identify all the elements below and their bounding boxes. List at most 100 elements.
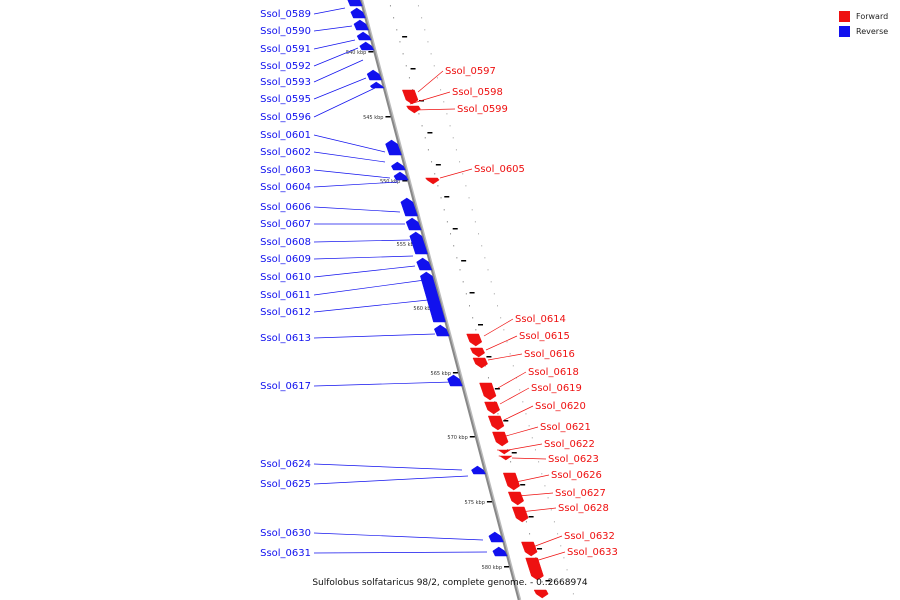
kbp-tick [368, 51, 374, 53]
reverse-gene-leader [313, 47, 359, 67]
guide-dot [547, 497, 549, 499]
guide-dot [402, 53, 404, 55]
guide-dot [437, 185, 439, 187]
reverse-gene-leader [313, 381, 453, 387]
reverse-gene [347, 0, 363, 7]
reverse-gene [471, 465, 486, 475]
guide-dot [446, 221, 448, 223]
kbp-label: 555 kbp [397, 242, 417, 248]
forward-gene [487, 415, 505, 431]
guide-dot [560, 545, 562, 547]
guide-dot [493, 293, 495, 295]
reverse-gene-label: Ssol_0606 [260, 202, 311, 213]
reverse-gene-label: Ssol_0610 [260, 272, 311, 283]
reverse-gene-leader [313, 532, 484, 541]
reverse-gene-label: Ssol_0595 [260, 94, 311, 105]
forward-gene-leader [485, 335, 518, 351]
forward-gene-label: Ssol_0615 [519, 331, 570, 342]
forward-gene-label: Ssol_0597 [445, 66, 496, 77]
reverse-gene [390, 161, 406, 171]
reverse-gene-leader [313, 7, 346, 15]
reverse-gene [420, 271, 446, 323]
tick-mark [520, 484, 526, 486]
reverse-gene-leader [313, 39, 356, 50]
guide-dot [453, 245, 455, 247]
forward-gene [425, 177, 440, 185]
guide-dot [525, 413, 527, 415]
guide-dot [456, 257, 458, 259]
reverse-gene [409, 231, 428, 255]
forward-gene-leader [439, 168, 473, 179]
guide-dot [566, 569, 568, 571]
tick-mark [402, 36, 408, 38]
reverse-gene [350, 7, 366, 19]
guide-dot [450, 233, 452, 235]
reverse-gene [369, 81, 385, 89]
tick-mark [469, 292, 475, 294]
forward-gene [492, 431, 509, 447]
reverse-gene-label: Ssol_0591 [260, 44, 311, 55]
guide-dot [478, 233, 480, 235]
guide-dot [572, 593, 574, 595]
reverse-gene-label: Ssol_0609 [260, 254, 311, 265]
reverse-gene-label: Ssol_0593 [260, 77, 311, 88]
forward-gene-leader [515, 474, 550, 483]
reverse-gene-leader [313, 255, 414, 260]
reverse-gene-label: Ssol_0612 [260, 307, 311, 318]
forward-gene-label: Ssol_0621 [540, 422, 591, 433]
guide-dot [550, 509, 552, 511]
reverse-gene-leader [313, 77, 367, 100]
kbp-label: 560 kbp [413, 306, 433, 312]
forward-gene-leader [503, 405, 534, 421]
forward-gene-leader [483, 318, 514, 337]
reverse-gene [405, 217, 422, 231]
tick-mark [511, 452, 517, 454]
guide-dot [465, 293, 467, 295]
forward-gene-leader [529, 535, 563, 549]
reverse-gene-label: Ssol_0596 [260, 112, 311, 123]
reverse-gene-leader [313, 265, 416, 278]
backbone [359, 0, 520, 600]
tick-mark [410, 68, 416, 70]
forward-gene-leader [511, 457, 547, 460]
kbp-tick [469, 436, 475, 438]
guide-dot [408, 77, 410, 79]
reverse-gene-leader [313, 279, 426, 296]
tick-mark [444, 196, 450, 198]
tick-mark [435, 164, 441, 166]
guide-dot [500, 317, 502, 319]
guide-dot [541, 473, 543, 475]
guide-dot [427, 41, 429, 43]
forward-gene-label: Ssol_0622 [544, 439, 595, 450]
forward-gene-leader [507, 443, 543, 451]
legend-forward: Forward [839, 9, 888, 24]
forward-gene-label: Ssol_0626 [551, 470, 602, 481]
kbp-tick [504, 566, 510, 568]
legend-forward-swatch [839, 11, 850, 22]
guide-dot [519, 389, 521, 391]
guide-dot [553, 521, 555, 523]
reverse-gene-label: Ssol_0589 [260, 9, 311, 20]
kbp-label: 575 kbp [465, 500, 485, 506]
kbp-label: 570 kbp [447, 435, 467, 441]
guide-dot [393, 17, 395, 19]
guide-dot [417, 5, 419, 7]
reverse-gene-leader [313, 463, 463, 471]
guide-dot [465, 185, 467, 187]
guide-dot [462, 173, 464, 175]
guide-dot [503, 329, 505, 331]
forward-gene-label: Ssol_0628 [558, 503, 609, 514]
reverse-gene-label: Ssol_0630 [260, 528, 311, 539]
guide-dot [436, 77, 438, 79]
forward-gene-label: Ssol_0633 [567, 547, 618, 558]
reverse-gene-leader [313, 151, 386, 163]
reverse-gene-label: Ssol_0613 [260, 333, 311, 344]
guide-dot [449, 125, 451, 127]
guide-dot [424, 137, 426, 139]
guide-dot [506, 341, 508, 343]
guide-dot [443, 209, 445, 211]
guide-dot [490, 281, 492, 283]
reverse-gene [492, 546, 508, 557]
forward-gene-label: Ssol_0614 [515, 314, 566, 325]
guide-dot [399, 41, 401, 43]
